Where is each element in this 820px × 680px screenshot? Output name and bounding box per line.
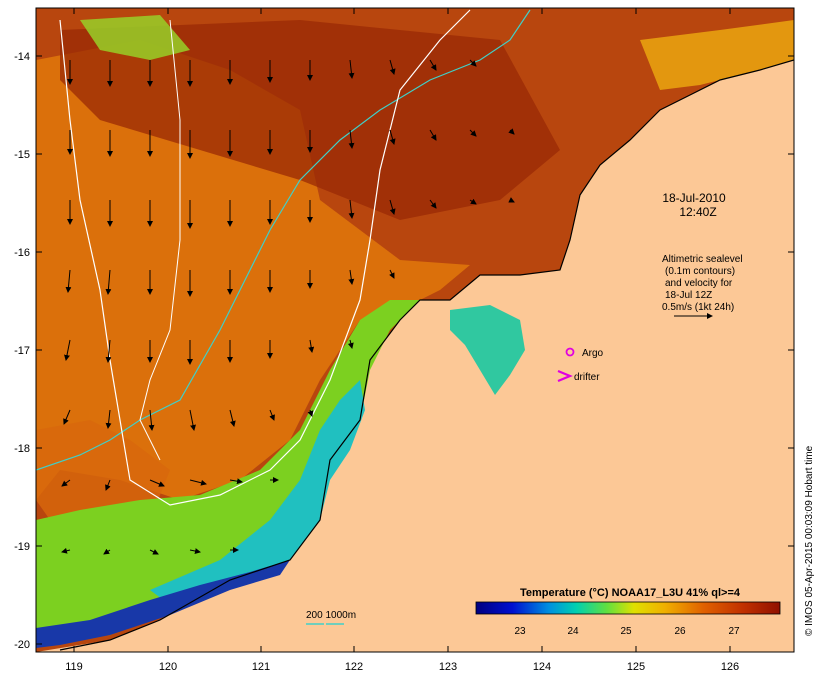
sst-ne-patch: [640, 20, 794, 90]
time-label: 12:40Z: [679, 205, 716, 219]
info-line-5: 0.5m/s (1kt 24h): [662, 302, 734, 313]
depth-legend-label: 200 1000m: [306, 610, 356, 621]
coastline-kimberley: [59, 59, 794, 651]
lon-tick-label: 121: [252, 661, 270, 673]
info-line-3: and velocity for: [665, 278, 733, 289]
lon-tick-label: 124: [533, 661, 551, 673]
colorbar-tick: 25: [620, 626, 632, 637]
map-frame: [35, 7, 795, 653]
lat-tick-label: -18: [14, 443, 30, 455]
lat-tick-label: -16: [14, 247, 30, 259]
info-line-2: (0.1m contours): [665, 266, 735, 277]
lon-tick-label: 125: [627, 661, 645, 673]
lat-tick-label: -15: [14, 149, 30, 161]
sst-green-coast: [36, 300, 420, 645]
credit-label: © IMOS 05-Apr-2015 00:03:09 Hobart time: [804, 445, 815, 636]
lat-tick-label: -20: [14, 639, 30, 651]
info-text-block: Altimetric sealevel (0.1m contours) and …: [662, 254, 743, 313]
sst-orange-band: [36, 40, 470, 500]
sealevel-contour: [139, 19, 181, 461]
lat-tick-label: -14: [14, 51, 30, 63]
date-label: 18-Jul-2010: [662, 191, 726, 205]
colorbar-tick: 26: [674, 626, 686, 637]
lat-tick-label: -19: [14, 541, 30, 553]
colorbar-title: Temperature (°C) NOAA17_L3U 41% ql>=4: [520, 587, 741, 599]
drifter-marker-icon: [557, 369, 573, 383]
argo-label: Argo: [582, 348, 604, 359]
sst-nw-green-patch: [80, 15, 190, 60]
lon-tick-label: 126: [721, 661, 739, 673]
drifter-label: drifter: [574, 372, 600, 383]
colorbar: [475, 601, 781, 615]
velocity-arrows: [61, 59, 515, 555]
sst-cyan-coast: [150, 380, 365, 605]
colorbar-ticks: 23 24 25 26 27: [514, 626, 740, 637]
colorbar-tick: 23: [514, 626, 526, 637]
lon-tick-label: 123: [439, 661, 457, 673]
lon-tick-label: 120: [159, 661, 177, 673]
info-line-4: 18-Jul 12Z: [665, 290, 712, 301]
lon-tick-label: 119: [65, 661, 83, 673]
sst-bay-water: [450, 305, 525, 395]
map-panel: 18-Jul-2010 12:40Z Altimetric sealevel (…: [36, 8, 794, 652]
colorbar-tick: 24: [567, 626, 579, 637]
lon-tick-label: 122: [345, 661, 363, 673]
argo-marker-icon: [565, 347, 575, 357]
longitude-axis: 119 120 121 122 123 124 125 126: [65, 8, 739, 673]
bathymetry-1000m-contour: [59, 9, 471, 506]
bathymetry-200m-contour: [36, 9, 531, 471]
colorbar-tick: 27: [728, 626, 740, 637]
latitude-axis: -14 -15 -16 -17 -18 -19 -20: [14, 51, 794, 651]
lat-tick-label: -17: [14, 345, 30, 357]
info-line-1: Altimetric sealevel: [662, 254, 743, 265]
